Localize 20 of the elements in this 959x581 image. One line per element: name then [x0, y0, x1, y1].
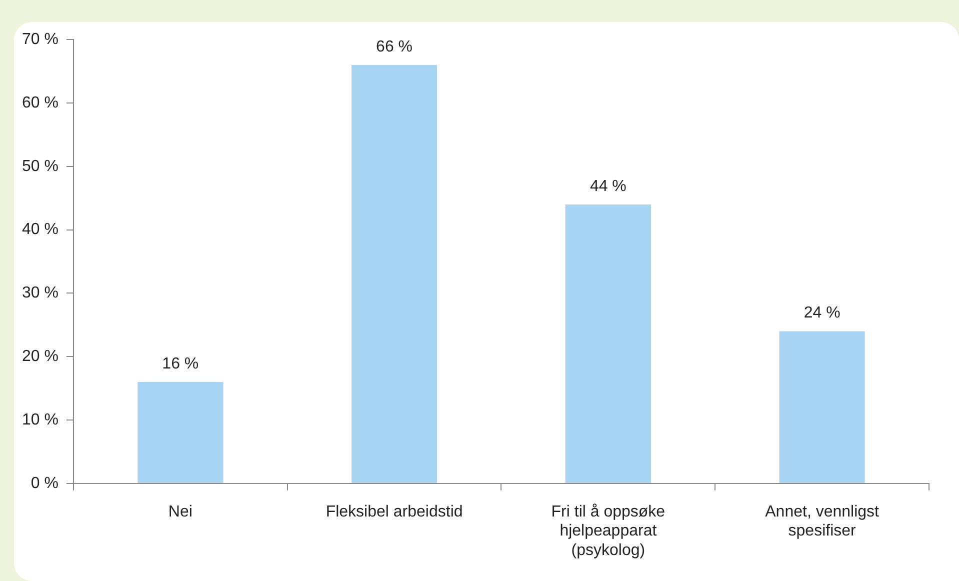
x-tick-label: Fleksibel arbeidstid — [326, 503, 463, 520]
data-label: 16 % — [162, 355, 199, 372]
data-label: 24 % — [804, 304, 840, 322]
x-tick-label: Fri til å oppsøke hjelpeapparat (psykolog) — [551, 503, 666, 559]
x-tick-label: Nei — [168, 503, 192, 520]
bar — [138, 382, 224, 483]
bar — [779, 331, 865, 483]
x-tick-label: Annet, vennligst spesifiser — [765, 503, 880, 540]
data-label: 66 % — [376, 38, 413, 56]
y-tick-label: 20 % — [22, 348, 58, 366]
y-tick-label: 70 % — [22, 31, 58, 48]
y-tick-label: 40 % — [22, 221, 58, 238]
y-tick-label: 0 % — [30, 474, 58, 492]
bar — [352, 64, 438, 483]
data-label: 44 % — [590, 178, 626, 195]
y-tick-label: 50 % — [22, 158, 58, 175]
bar — [565, 204, 651, 483]
y-tick-label: 60 % — [22, 94, 58, 112]
y-tick-label: 30 % — [22, 284, 58, 302]
y-tick-label: 10 % — [22, 411, 58, 428]
